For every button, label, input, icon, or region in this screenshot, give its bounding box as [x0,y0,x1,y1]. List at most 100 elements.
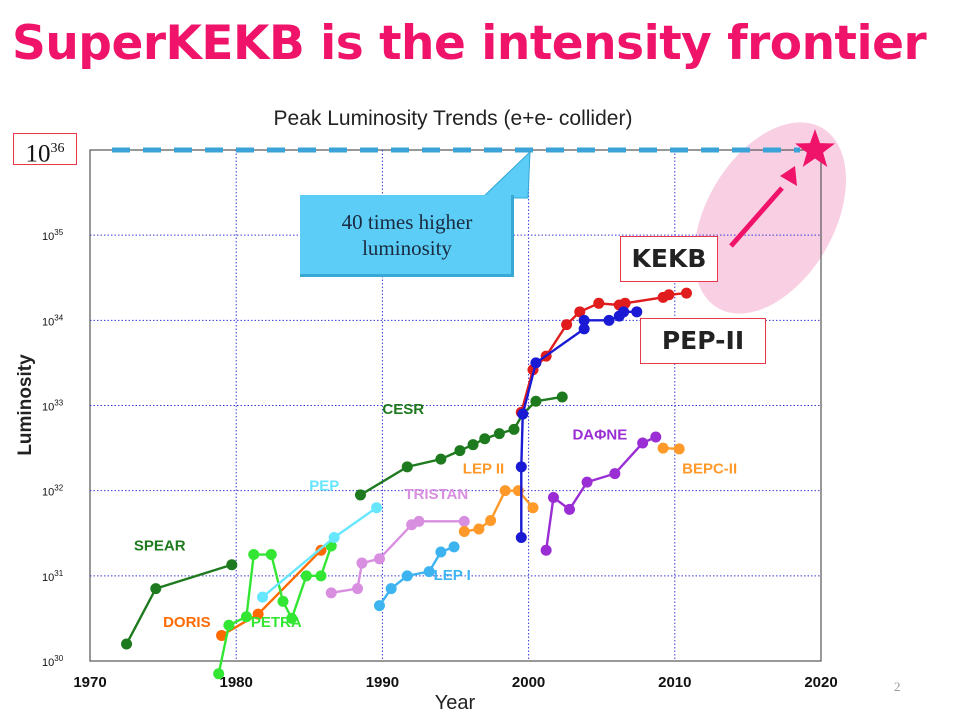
data-point-lep-i [385,583,397,595]
x-tick-label: 1970 [73,674,106,691]
data-point-cesr [479,433,491,445]
data-point-doris [216,629,228,641]
y-tick-label: 1030 [42,654,64,669]
y-axis-label: Luminosity [15,354,36,456]
data-point-pep-ii [618,306,630,318]
x-tick-label: 2020 [804,674,837,691]
data-point-kekb [680,287,692,299]
data-point-cesr [435,453,447,465]
data-point-da-ne [637,437,649,449]
data-point-lep-i [448,541,460,553]
series-label-petra: PETRA [251,614,302,631]
data-point-lep-i [435,546,447,558]
target-star-icon [795,129,835,167]
top-tick-label: 1036 [13,133,77,168]
data-point-pep-ii [515,461,527,473]
data-point-pep [257,591,269,603]
series-label-cesr: CESR [382,401,424,418]
top-tick-exp: 36 [50,141,65,156]
data-point-kekb [663,289,675,301]
data-point-kekb [574,306,586,318]
data-point-petra [223,619,235,631]
y-tick-label: 1033 [42,399,64,414]
series-label-pep: PEP [309,478,339,495]
series-label-lep-i: LEP I [434,567,471,584]
data-point-spear [121,638,133,650]
series-label-da-ne: DAΦNE [572,427,627,444]
data-point-cesr [454,445,466,457]
data-point-pep-ii [603,314,615,326]
data-point-pep-ii [517,408,529,420]
y-tick-label: 1035 [42,228,64,243]
data-point-da-ne [540,544,552,556]
data-point-da-ne [609,468,621,480]
x-tick-label: 2010 [658,674,691,691]
data-point-tristan [325,587,337,599]
data-point-da-ne [581,476,593,488]
data-point-tristan [356,557,368,569]
slide-title: SuperKEKB is the intensity frontier [12,16,927,71]
series-line-spear [125,563,233,645]
data-point-lep-ii [499,485,511,497]
data-point-da-ne [564,503,576,515]
data-point-da-ne [650,431,662,443]
series-line-pep-ii [520,310,637,538]
data-point-petra [213,668,225,680]
series-label-spear: SPEAR [134,537,186,554]
data-point-lep-ii [473,523,485,535]
slide-number: 2 [894,679,901,694]
data-point-pep-ii [578,323,590,335]
data-point-tristan [352,583,364,595]
data-point-lep-i [373,600,385,612]
data-point-lep-ii [458,526,470,538]
data-point-cesr [467,439,479,451]
data-point-petra [265,549,277,561]
series-line-lep-ii [464,489,534,533]
data-point-tristan [413,515,425,527]
series-line-da-ne [544,435,657,551]
data-point-tristan [373,553,385,565]
data-point-cesr [556,391,568,403]
y-tick-label: 1031 [42,569,64,584]
data-point-petra [240,611,252,623]
data-point-pep [328,532,340,544]
series-label-lep-ii: LEP II [463,461,504,478]
data-point-spear [226,559,238,571]
data-point-lep-i [401,570,413,582]
data-point-petra [315,570,327,582]
data-point-da-ne [547,491,559,503]
data-point-kekb [619,297,631,309]
x-tick-label: 1980 [220,674,253,691]
x-tick-label: 2000 [512,674,545,691]
data-point-cesr [508,423,520,435]
data-point-kekb [593,297,605,309]
data-point-petra [277,595,289,607]
data-point-cesr [493,428,505,440]
series-label-bepc-ii: BEPC-II [682,461,737,478]
y-tick-label: 1034 [42,313,64,328]
data-point-lep-ii [527,502,539,514]
data-point-doris [252,608,264,620]
data-point-petra [248,549,260,561]
data-point-bepc-ii [657,442,669,454]
callout-pointer [480,150,531,199]
pepii-label-box: PEP-II [640,318,766,364]
data-point-spear [150,583,162,595]
callout: 40 times higher luminosity [300,195,514,277]
target-arrow-head [780,166,797,186]
top-tick-base: 10 [25,140,51,168]
data-point-pep-ii [515,532,527,544]
frontier-highlight [694,122,846,314]
series-line-petra [217,545,333,675]
data-point-petra [300,570,312,582]
series-label-doris: DORIS [163,614,211,631]
x-tick-label: 1990 [366,674,399,691]
data-point-cesr [530,395,542,407]
data-point-pep [371,502,383,514]
target-arrow [729,186,784,248]
y-tick-label: 1032 [42,484,64,499]
callout-body [300,195,514,277]
series-label-tristan: TRISTAN [404,486,468,503]
data-point-cesr [401,461,413,473]
data-point-tristan [458,515,470,527]
